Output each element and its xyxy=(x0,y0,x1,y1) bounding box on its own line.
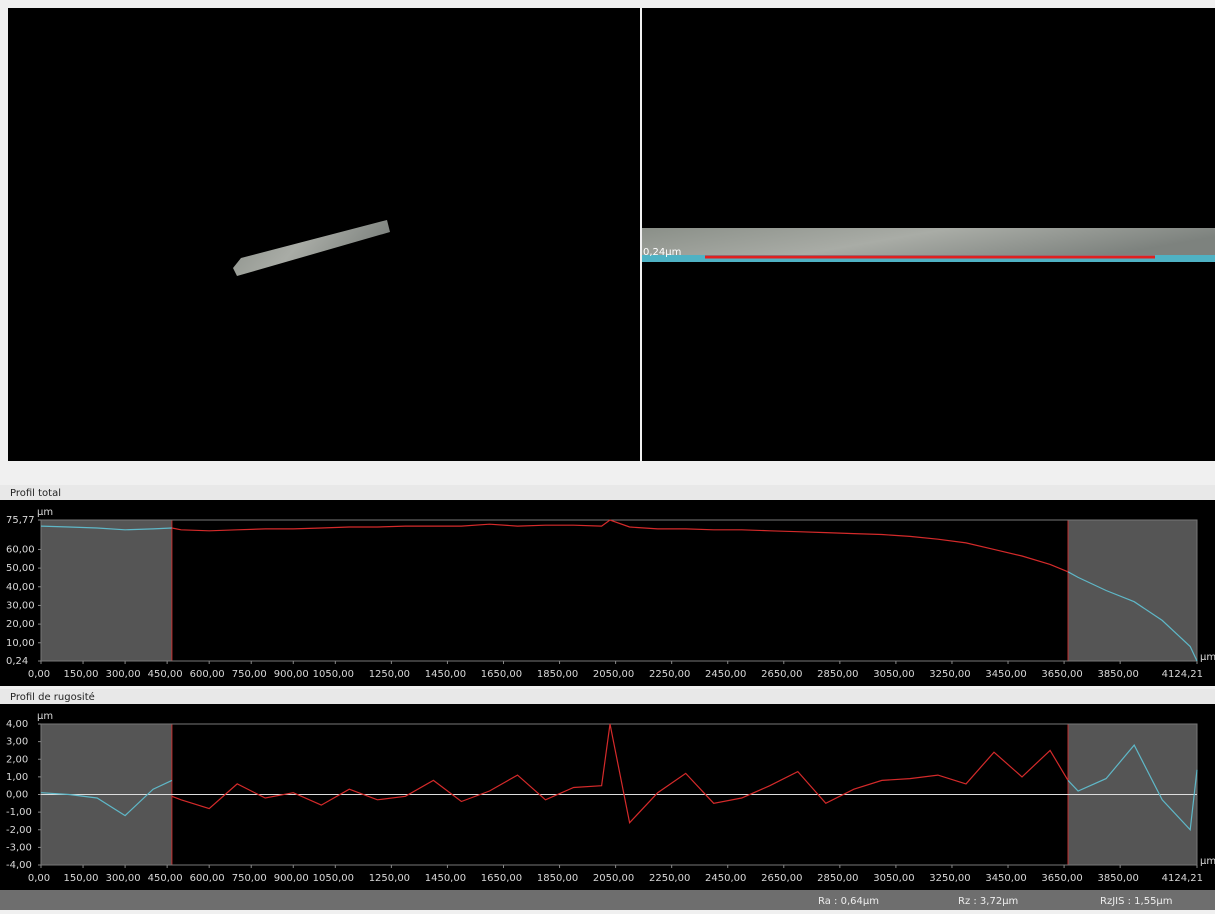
x-tick-label: 1450,00 xyxy=(425,873,466,884)
y-tick-label: 0,24 xyxy=(6,656,28,667)
y-tick-label: 0,00 xyxy=(6,790,28,801)
y-tick-label: 3,00 xyxy=(6,737,28,748)
status-bar xyxy=(0,890,1215,910)
x-tick-label: 3850,00 xyxy=(1097,873,1138,884)
y-tick-label: 50,00 xyxy=(6,563,35,574)
x-tick-label: 1050,00 xyxy=(313,669,354,680)
x-tick-label: 1250,00 xyxy=(369,669,410,680)
panel-title: Profil total xyxy=(10,488,61,499)
x-tick-label: 2850,00 xyxy=(817,873,858,884)
y-tick-label: 40,00 xyxy=(6,582,35,593)
x-tick-label: 1050,00 xyxy=(313,873,354,884)
x-tick-label: 3050,00 xyxy=(873,873,914,884)
x-tick-label: 2650,00 xyxy=(761,669,802,680)
x-tick-label: 1650,00 xyxy=(481,669,522,680)
x-tick-label: 450,00 xyxy=(148,873,183,884)
x-tick-label: 1850,00 xyxy=(537,669,578,680)
x-tick-label: 2250,00 xyxy=(649,669,690,680)
y-tick-label: -2,00 xyxy=(6,825,32,836)
x-tick-label: 900,00 xyxy=(274,873,309,884)
panel-header xyxy=(0,689,1215,704)
plot-frame xyxy=(40,519,1198,662)
panel-title: Profil de rugosité xyxy=(10,691,95,703)
x-tick-label: 3850,00 xyxy=(1097,669,1138,680)
x-tick-label: 600,00 xyxy=(190,873,225,884)
x-tick-label: 300,00 xyxy=(106,669,141,680)
x-tick-label: 2450,00 xyxy=(705,873,746,884)
x-tick-label: 3250,00 xyxy=(929,873,970,884)
x-tick-label: 2250,00 xyxy=(649,873,690,884)
x-tick-label: 1650,00 xyxy=(481,873,522,884)
ra: Ra : 0,64µm xyxy=(818,896,879,907)
profile-line xyxy=(1067,571,1198,662)
x-tick-label: 3650,00 xyxy=(1041,873,1082,884)
x-tick-label: 300,00 xyxy=(106,873,141,884)
panel-header xyxy=(0,485,1215,500)
x-tick-label: 3250,00 xyxy=(929,669,970,680)
y-tick-label: -1,00 xyxy=(6,807,32,818)
x-tick-label: 3450,00 xyxy=(985,873,1026,884)
x-tick-label: 2650,00 xyxy=(761,873,802,884)
rzjis: RzJIS : 1,55µm xyxy=(1100,896,1173,907)
x-tick-label: 1250,00 xyxy=(369,873,410,884)
x-tick-label: 900,00 xyxy=(274,669,309,680)
x-tick-label: 4124,21 xyxy=(1162,669,1203,680)
profile-line xyxy=(40,779,173,817)
y-unit: µm xyxy=(37,507,53,518)
y-tick-label: 60,00 xyxy=(6,544,35,555)
x-tick-label: 2850,00 xyxy=(817,669,858,680)
x-tick-label: 750,00 xyxy=(232,669,267,680)
x-tick-label: 150,00 xyxy=(64,873,99,884)
chart-area xyxy=(0,500,1215,686)
x-tick-label: 2050,00 xyxy=(593,873,634,884)
y-tick-label: 4,00 xyxy=(6,719,28,730)
x-tick-label: 1850,00 xyxy=(537,873,578,884)
x-tick-label: 3050,00 xyxy=(873,669,914,680)
y-tick-label: 20,00 xyxy=(6,619,35,630)
y-tick-label: -4,00 xyxy=(6,860,32,871)
chart-area xyxy=(0,704,1215,890)
y-tick-label: 30,00 xyxy=(6,600,35,611)
x-tick-label: 0,00 xyxy=(28,669,50,680)
x-unit: µm xyxy=(1200,856,1215,867)
y-tick-label: 75,77 xyxy=(6,515,35,526)
y-unit: µm xyxy=(37,711,53,722)
x-unit: µm xyxy=(1200,652,1215,663)
y-tick-label: 1,00 xyxy=(6,772,28,783)
x-tick-label: 450,00 xyxy=(148,669,183,680)
profile-line xyxy=(171,723,1069,824)
x-tick-label: 4124,21 xyxy=(1162,873,1203,884)
y-tick-label: 2,00 xyxy=(6,754,28,765)
x-tick-label: 1450,00 xyxy=(425,669,466,680)
excluded-zone xyxy=(1068,520,1197,661)
profile-line xyxy=(171,519,1069,573)
y-tick-label: 10,00 xyxy=(6,638,35,649)
sample-image xyxy=(642,228,1215,258)
excluded-zone xyxy=(41,520,172,661)
x-tick-label: 3450,00 xyxy=(985,669,1026,680)
x-tick-label: 2050,00 xyxy=(593,669,634,680)
x-tick-label: 150,00 xyxy=(64,669,99,680)
x-tick-label: 3650,00 xyxy=(1041,669,1082,680)
x-tick-label: 2450,00 xyxy=(705,669,746,680)
profile-line xyxy=(40,525,172,531)
view-3d[interactable] xyxy=(8,8,640,461)
x-tick-label: 0,00 xyxy=(28,873,50,884)
x-tick-label: 750,00 xyxy=(232,873,267,884)
profile-line xyxy=(1067,744,1198,832)
view-label: 0,24µm xyxy=(643,247,681,258)
sample-3d xyxy=(233,220,390,276)
rz: Rz : 3,72µm xyxy=(958,896,1018,907)
x-tick-label: 600,00 xyxy=(190,669,225,680)
y-tick-label: -3,00 xyxy=(6,842,32,853)
